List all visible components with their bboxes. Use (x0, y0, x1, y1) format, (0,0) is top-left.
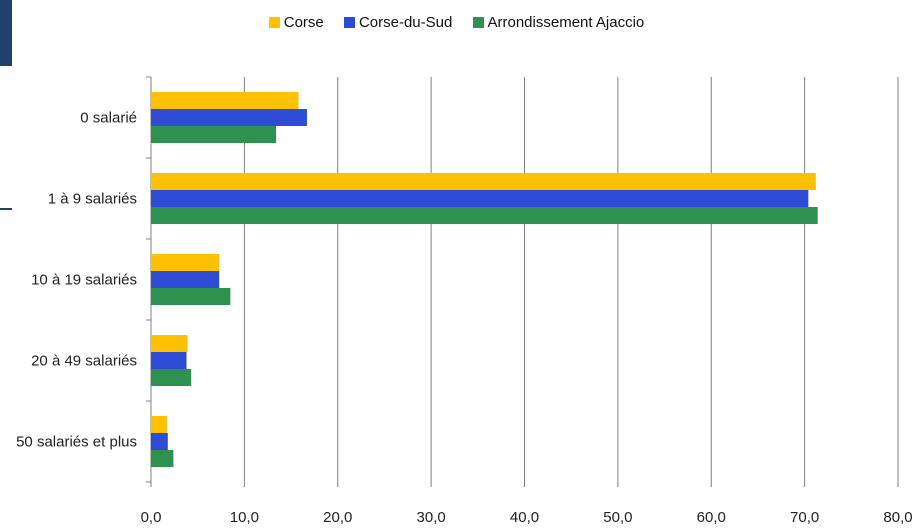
y-category-label: 20 à 49 salariés (31, 353, 137, 370)
bar-corse (151, 254, 220, 271)
x-tick-label: 50,0 (603, 509, 632, 526)
bar-arrondissement-ajaccio (151, 450, 174, 467)
x-tick-label: 0,0 (141, 509, 162, 526)
legend-item-arrondissement-ajaccio: Arrondissement Ajaccio (472, 14, 645, 31)
y-category-label: 1 à 9 salariés (48, 191, 137, 208)
bar-corse-du-sud (151, 352, 187, 369)
x-tick-label: 10,0 (230, 509, 259, 526)
legend-item-corse-du-sud: Corse-du-Sud (343, 14, 453, 31)
legend-item-corse: Corse (268, 14, 324, 31)
x-tick-label: 60,0 (697, 509, 726, 526)
x-tick-label: 20,0 (323, 509, 352, 526)
legend-label-corse-du-sud: Corse-du-Sud (358, 14, 453, 31)
x-tick-label: 30,0 (417, 509, 446, 526)
y-category-label: 0 salarié (80, 110, 137, 127)
bar-arrondissement-ajaccio (151, 207, 818, 224)
legend-label-corse: Corse (283, 14, 324, 31)
bar-corse (151, 335, 188, 352)
bar-corse (151, 92, 299, 109)
bar-arrondissement-ajaccio (151, 288, 231, 305)
bar-corse (151, 173, 816, 190)
bar-arrondissement-ajaccio (151, 369, 192, 386)
legend-swatch-corse (268, 17, 280, 28)
bar-corse-du-sud (151, 271, 220, 288)
bar-corse-du-sud (151, 433, 168, 450)
bar-arrondissement-ajaccio (151, 126, 277, 143)
bar-corse-du-sud (151, 109, 307, 126)
y-category-label: 10 à 19 salariés (31, 272, 137, 289)
x-tick-label: 80,0 (883, 509, 912, 526)
x-tick-label: 70,0 (790, 509, 819, 526)
legend-swatch-arrondissement-ajaccio (472, 17, 484, 28)
chart-legend: Corse Corse-du-Sud Arrondissement Ajacci… (0, 14, 913, 32)
legend-swatch-corse-du-sud (343, 17, 355, 28)
bar-corse (151, 416, 167, 433)
x-tick-label: 40,0 (510, 509, 539, 526)
side-line-decoration (0, 208, 12, 210)
y-category-label: 50 salariés et plus (16, 434, 137, 451)
bar-corse-du-sud (151, 190, 809, 207)
side-tab-decoration (0, 0, 12, 66)
legend-label-arrondissement-ajaccio: Arrondissement Ajaccio (487, 14, 645, 31)
